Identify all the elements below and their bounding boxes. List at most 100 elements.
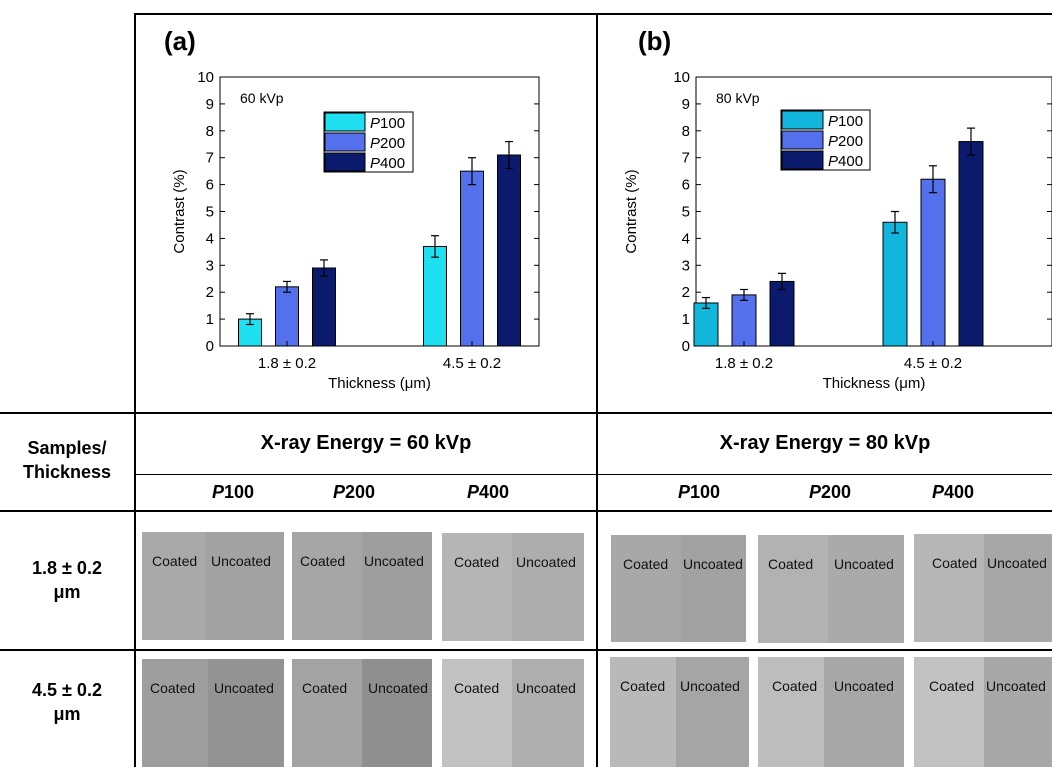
col-italic: P [467,482,480,502]
corner-line2: Thickness [22,462,112,482]
uncoated-label: Uncoated [364,553,424,569]
legend-swatch [324,152,366,172]
coated-label: Coated [768,556,814,572]
corner-line1: Samples/ [27,438,107,458]
col-rest: 100 [690,482,721,502]
uncoated-region [206,532,284,640]
col-60-p400: P400 [467,482,509,503]
y-tick-label: 0 [206,338,214,355]
grid-line-table-top [0,412,1052,414]
coated-label: Coated [454,680,500,696]
sample-image: Coated Uncoated [292,659,432,767]
bar [312,267,336,347]
chart-panel-b: (b) 0 1 2 3 4 5 6 7 8 9 10 Contrast (%) Thickness (μm… [623,26,1052,392]
row-label-2-line1: 4.5 ± 0.2 [32,680,102,700]
uncoated-label: Uncoated [987,555,1047,571]
bar [460,170,484,347]
coated-label: Coated [623,556,669,572]
coated-region [914,534,984,642]
x-tick-label: 1.8 ± 0.2 [715,355,773,372]
col-80-p200: P200 [809,482,851,503]
legend-swatch [781,130,824,150]
legend-swatch [324,112,366,132]
y-tick-label: 7 [682,150,690,167]
row-label-1-line2: μm [53,582,81,602]
y-tick-label: 10 [673,69,690,86]
chart-panel-a: (a) 0 1 2 3 4 5 6 7 8 9 10 Contrast (%) Thickness (μm… [164,26,540,392]
coated-label: Coated [300,553,346,569]
energy-60-header: X-ray Energy = 60 kVp [260,432,472,454]
row-label-1-line1: 1.8 ± 0.2 [32,558,102,578]
coated-region [758,535,828,643]
sample-image: Coated Uncoated [442,659,584,767]
coated-region [758,657,824,767]
grid-line-middle [596,14,598,767]
uncoated-region [362,659,432,767]
bar [497,154,521,347]
y-tick-label: 10 [197,69,214,86]
col-italic: P [678,482,691,502]
row-label-2: 4.5 ± 0.2 μm [0,678,134,726]
col-rest: 200 [821,482,852,502]
uncoated-region [828,535,904,643]
coated-label: Coated [772,678,818,694]
uncoated-label: Uncoated [834,678,894,694]
coated-label: Coated [454,554,500,570]
col-italic: P [212,482,225,502]
bar [882,221,908,347]
coated-region [142,532,206,640]
x-tick-label: 4.5 ± 0.2 [904,355,962,372]
coated-label: Coated [929,678,975,694]
sample-image: Coated Uncoated [758,657,904,767]
y-axis-label: Contrast (%) [623,169,640,253]
legend-swatch [781,110,824,130]
bar [920,178,946,347]
sample-image: Coated Uncoated [758,535,904,643]
legend-label: P200 [370,135,405,152]
col-60-p100: P100 [212,482,254,503]
grid-line-left [134,14,136,767]
uncoated-label: Uncoated [211,553,271,569]
sample-image: Coated Uncoated [292,532,432,640]
coated-region [292,532,362,640]
y-tick-label: 5 [682,204,690,221]
uncoated-label: Uncoated [516,680,576,696]
panel-label: (a) [164,26,196,56]
bar [423,245,447,347]
coated-region [292,659,362,767]
y-tick-label: 8 [206,123,214,140]
annotation-label: 80 kVp [716,90,760,106]
uncoated-label: Uncoated [368,680,428,696]
col-60-p200: P200 [333,482,375,503]
y-tick-label: 5 [206,204,214,221]
legend-label: P100 [370,115,405,132]
coated-region [442,659,512,767]
uncoated-region [984,534,1052,642]
y-axis-label: Contrast (%) [171,169,188,253]
y-tick-label: 4 [682,230,690,247]
legend-swatch [324,132,366,152]
col-rest: 100 [224,482,255,502]
y-tick-label: 2 [682,284,690,301]
panel-label: (b) [638,26,671,56]
y-tick-label: 7 [206,150,214,167]
uncoated-region [512,533,584,641]
uncoated-region [208,659,284,767]
coated-label: Coated [620,678,666,694]
energy-80-header: X-ray Energy = 80 kVp [719,432,931,454]
coated-region [914,657,984,767]
y-tick-label: 2 [206,284,214,301]
uncoated-label: Uncoated [986,678,1046,694]
y-tick-label: 1 [682,311,690,328]
col-italic: P [809,482,822,502]
grid-line-row1 [0,510,1052,512]
bar [731,294,757,347]
x-tick-label: 4.5 ± 0.2 [443,355,501,372]
sample-image: Coated Uncoated [142,659,284,767]
sample-image: Coated Uncoated [611,535,746,642]
table-corner-header: Samples/ Thickness [0,436,134,484]
row-label-2-line2: μm [53,704,81,724]
uncoated-region [512,659,584,767]
col-rest: 400 [944,482,975,502]
bar [275,286,299,347]
